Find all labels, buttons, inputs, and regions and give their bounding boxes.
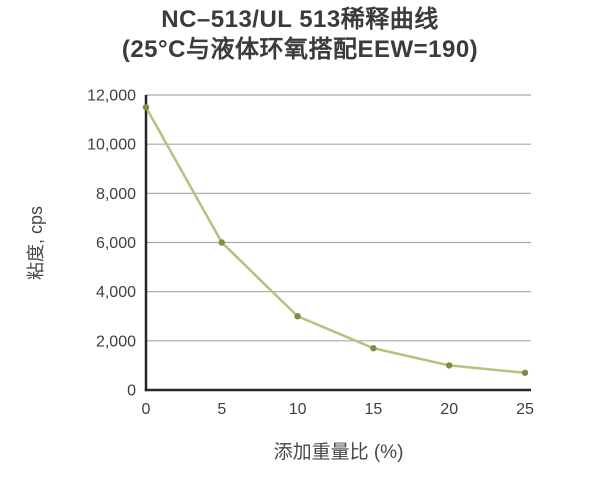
chart-title: NC–513/UL 513稀释曲线 (25°C与液体环氧搭配EEW=190)	[0, 5, 600, 65]
y-tick-label: 12,000	[87, 88, 136, 105]
chart-title-line1: NC–513/UL 513稀释曲线	[161, 6, 439, 33]
y-axis-title: 粘度, cps	[26, 206, 46, 281]
data-point	[294, 313, 301, 320]
y-tick-label: 4,000	[96, 284, 136, 301]
x-tick-label: 10	[289, 401, 307, 418]
x-tick-label: 25	[516, 401, 534, 418]
y-tick-label: 0	[127, 383, 136, 400]
x-tick-label: 20	[440, 401, 458, 418]
data-point	[521, 369, 529, 376]
y-tick-label: 8,000	[96, 186, 136, 203]
data-point	[218, 239, 225, 246]
y-tick-label: 10,000	[87, 137, 136, 154]
x-tick-label: 5	[217, 401, 226, 418]
x-tick-label: 15	[365, 401, 383, 418]
y-tick-label: 2,000	[96, 333, 136, 350]
x-axis-title: 添加重量比 (%)	[273, 442, 404, 463]
y-tick-label: 6,000	[96, 235, 136, 252]
data-line	[144, 106, 526, 375]
x-tick-label: 0	[142, 401, 151, 418]
data-point	[446, 362, 453, 369]
chart-title-line2: (25°C与液体环氧搭配EEW=190)	[121, 36, 479, 63]
data-point	[370, 345, 377, 352]
data-point	[142, 104, 150, 111]
